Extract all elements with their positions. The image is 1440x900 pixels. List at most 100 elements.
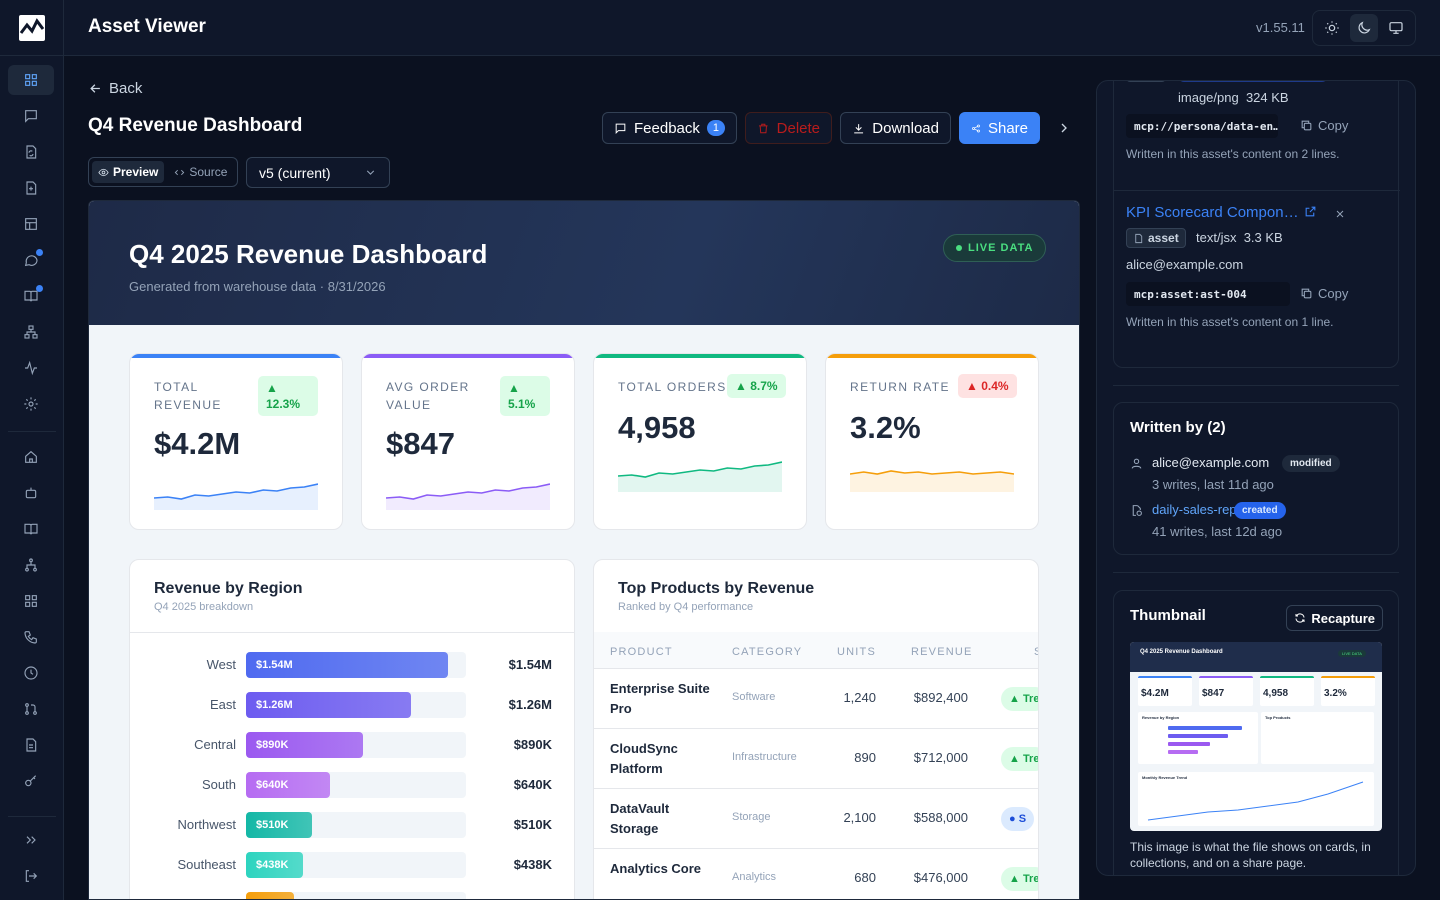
version-select[interactable]: v5 (current) xyxy=(246,157,390,188)
ref-title-link[interactable]: KPI Scorecard Compon… xyxy=(1126,204,1299,221)
mini-title: Q4 2025 Revenue Dashboard xyxy=(1140,649,1223,655)
back-link[interactable]: Back xyxy=(88,80,142,97)
sidebar-item-settings[interactable] xyxy=(8,389,54,419)
sidebar-item-hierarchy[interactable] xyxy=(8,550,54,580)
app-logo[interactable] xyxy=(0,0,64,56)
mini-kpi-value: $847 xyxy=(1202,688,1225,699)
table-row[interactable]: Enterprise Suite Pro Software 1,240 $892,40… xyxy=(594,669,1038,729)
feedback-button[interactable]: Feedback 1 xyxy=(602,112,737,144)
logout-button[interactable] xyxy=(8,861,54,891)
message-square-icon xyxy=(615,123,626,134)
card-subtitle: Ranked by Q4 performance xyxy=(618,601,754,613)
sidebar-item-bots[interactable] xyxy=(8,478,54,508)
sidebar-item-pull-requests[interactable] xyxy=(8,694,54,724)
arrow-left-icon xyxy=(90,84,100,93)
download-button[interactable]: Download xyxy=(840,112,951,144)
table-row[interactable]: Analytics Core Analytics 680 $476,000 ▲ Tre xyxy=(594,849,1038,899)
delete-button[interactable]: Delete xyxy=(745,112,832,144)
copy-label: Copy xyxy=(1318,118,1349,133)
close-icon[interactable] xyxy=(1334,208,1346,220)
sidebar-item-chat[interactable] xyxy=(8,245,54,275)
external-link-icon[interactable] xyxy=(1304,205,1317,218)
sidebar-item-home[interactable] xyxy=(8,442,54,472)
sidebar-item-documents[interactable] xyxy=(8,730,54,760)
ref-note: Written in this asset's content on 1 lin… xyxy=(1126,315,1334,329)
file-icon xyxy=(1135,233,1143,243)
kpi-sparkline xyxy=(850,470,1014,492)
recapture-button[interactable]: Recapture xyxy=(1286,605,1383,631)
sidebar-item-network[interactable] xyxy=(8,317,54,347)
system-theme-button[interactable] xyxy=(1382,14,1410,42)
code-icon xyxy=(175,169,185,175)
mini-region-bar xyxy=(1168,750,1198,754)
kpi-value: 3.2% xyxy=(850,410,921,445)
mini-kpi-value: $4.2M xyxy=(1141,688,1169,699)
table-row[interactable]: CloudSync Platform Infrastructure 890 $712,… xyxy=(594,729,1038,789)
product-category: Storage xyxy=(732,811,771,823)
tab-source[interactable]: Source xyxy=(168,161,233,183)
notification-dot xyxy=(36,285,43,292)
status-badge: ▲ Tre xyxy=(1001,687,1038,711)
sidebar-item-tables[interactable] xyxy=(8,209,54,239)
thumbnail-image[interactable]: Q4 2025 Revenue Dashboard LIVE DATA $4.2… xyxy=(1130,642,1382,831)
region-row: South $640K $640K xyxy=(130,771,574,799)
sidebar-item-apps[interactable] xyxy=(8,586,54,616)
kind-chip xyxy=(1126,81,1166,82)
kpi-card-total-orders: TOTAL ORDERS ▲ 8.7% 4,958 xyxy=(593,353,807,530)
live-label: LIVE DATA xyxy=(968,242,1034,254)
status-badge: ▲ Tre xyxy=(1001,867,1038,891)
kpi-accent-bar xyxy=(362,354,574,358)
region-name: West xyxy=(206,657,236,672)
product-units: 680 xyxy=(854,870,876,885)
column-header: S xyxy=(1034,646,1038,658)
light-theme-button[interactable] xyxy=(1318,14,1346,42)
chevron-right-icon[interactable] xyxy=(1056,120,1072,136)
sidebar-item-library[interactable] xyxy=(8,514,54,544)
table-row[interactable]: DataVault Storage Storage 2,100 $588,000 ● S xyxy=(594,789,1038,849)
region-value: $1.54M xyxy=(508,657,552,672)
product-category: Software xyxy=(732,691,776,703)
region-value: $510K xyxy=(513,817,552,832)
theme-switcher xyxy=(1312,10,1416,46)
notification-dot xyxy=(36,249,43,256)
kpi-value: $847 xyxy=(386,426,455,461)
region-name: Central xyxy=(194,737,236,752)
sidebar-item-calls[interactable] xyxy=(8,622,54,652)
bot-icon xyxy=(25,487,37,499)
reference-divider xyxy=(1114,190,1400,191)
sparkline-line xyxy=(386,483,550,500)
download-label: Download xyxy=(872,119,939,137)
kind-chip: asset xyxy=(1126,228,1186,248)
feedback-count-badge: 1 xyxy=(706,120,725,136)
expand-sidebar-button[interactable] xyxy=(8,825,54,855)
product-category: Infrastructure xyxy=(732,751,797,763)
sidebar-divider xyxy=(8,816,56,817)
region-bar-track xyxy=(246,892,466,899)
sidebar xyxy=(0,56,64,900)
sidebar-item-keys[interactable] xyxy=(8,766,54,796)
sidebar-item-messages[interactable] xyxy=(8,101,54,131)
mini-header: Q4 2025 Revenue Dashboard LIVE DATA xyxy=(1130,642,1382,672)
ref-owner: alice@example.com xyxy=(1126,257,1244,272)
writer-link[interactable]: daily-sales-report xyxy=(1152,502,1252,517)
kpi-card-total-revenue: TOTAL REVENUE ▲ 12.3% $4.2M xyxy=(129,353,343,530)
eye-icon xyxy=(98,168,109,176)
mini-kpi-card: $4.2M xyxy=(1138,676,1192,706)
copy-button[interactable]: Copy xyxy=(1300,118,1348,133)
sidebar-item-docs[interactable] xyxy=(8,281,54,311)
copy-button[interactable]: Copy xyxy=(1300,286,1348,301)
sparkline-area xyxy=(386,484,550,510)
region-row xyxy=(130,891,574,899)
sidebar-item-file-add[interactable] xyxy=(8,173,54,203)
dark-theme-button[interactable] xyxy=(1350,14,1378,42)
tab-preview[interactable]: Preview xyxy=(92,161,165,183)
product-name: DataVault Storage xyxy=(610,801,670,836)
sparkline-area xyxy=(850,471,1014,492)
sidebar-item-activity[interactable] xyxy=(8,353,54,383)
share-button[interactable]: Share xyxy=(959,112,1040,144)
sidebar-item-assets[interactable] xyxy=(8,65,54,95)
mini-trend-line xyxy=(1147,781,1364,821)
sidebar-item-files-sync[interactable] xyxy=(8,137,54,167)
sun-icon xyxy=(1325,21,1339,35)
sidebar-item-history[interactable] xyxy=(8,658,54,688)
